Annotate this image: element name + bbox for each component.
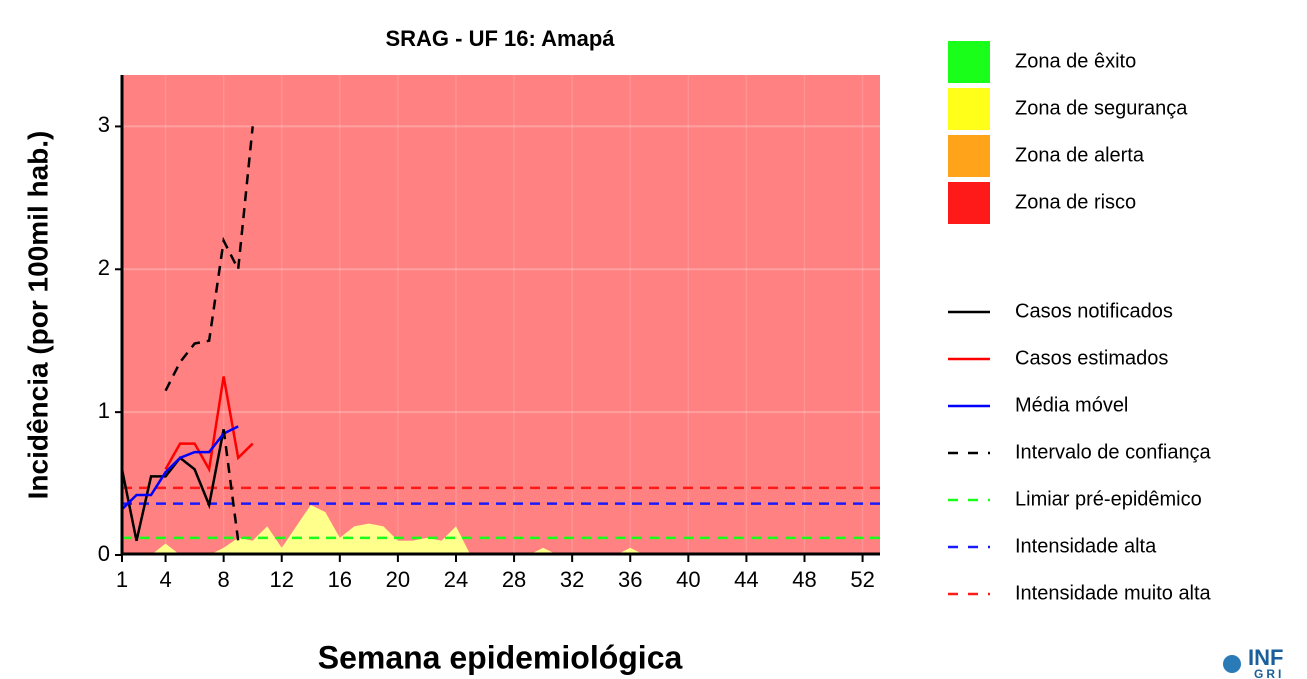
x-tick-label: 16 [328,567,352,592]
logo-text: GRI [1254,667,1284,679]
x-tick-label: 24 [444,567,468,592]
legend-label: Média móvel [1015,394,1128,416]
legend-label: Zona de alerta [1015,144,1145,166]
x-tick-label: 20 [386,567,410,592]
y-tick-label: 1 [98,398,110,423]
chart-title: SRAG - UF 16: Amapá [385,26,615,51]
series-line [120,429,225,541]
legend-swatch [948,135,990,177]
ci-upper-line [164,126,254,392]
logo-icon [1223,655,1241,673]
legend-swatch [948,182,990,224]
x-tick-label: 52 [850,567,874,592]
series-line [164,376,254,474]
y-tick-label: 2 [98,255,110,280]
x-tick-label: 48 [792,567,816,592]
x-tick-label: 1 [116,567,128,592]
logo-text: INF [1248,645,1283,670]
legend-label: Zona de êxito [1015,50,1136,72]
legend-swatch [948,41,990,83]
legend-label: Limiar pré-epidêmico [1015,488,1202,510]
ci-lower-line [222,429,240,541]
y-tick-label: 0 [98,541,110,566]
legend-label: Casos notificados [1015,300,1173,322]
y-tick-label: 3 [98,112,110,137]
x-tick-label: 8 [218,567,230,592]
x-tick-label: 28 [502,567,526,592]
zone-area [122,505,863,555]
legend-label: Intensidade muito alta [1015,582,1212,604]
plot-background [122,75,880,555]
x-axis-label: Semana epidemiológica [318,639,683,675]
legend-swatch [948,88,990,130]
x-tick-label: 44 [734,567,758,592]
x-tick-label: 4 [159,567,171,592]
x-tick-label: 12 [269,567,293,592]
legend-label: Intensidade alta [1015,535,1157,557]
legend-label: Intervalo de confiança [1015,441,1212,463]
x-tick-label: 32 [560,567,584,592]
x-tick-label: 40 [676,567,700,592]
legend-label: Zona de segurança [1015,97,1188,119]
legend-label: Zona de risco [1015,191,1136,213]
series-line [121,425,239,511]
x-tick-label: 36 [618,567,642,592]
y-axis-label: Incidência (por 100mil hab.) [22,131,53,500]
legend-label: Casos estimados [1015,347,1168,369]
